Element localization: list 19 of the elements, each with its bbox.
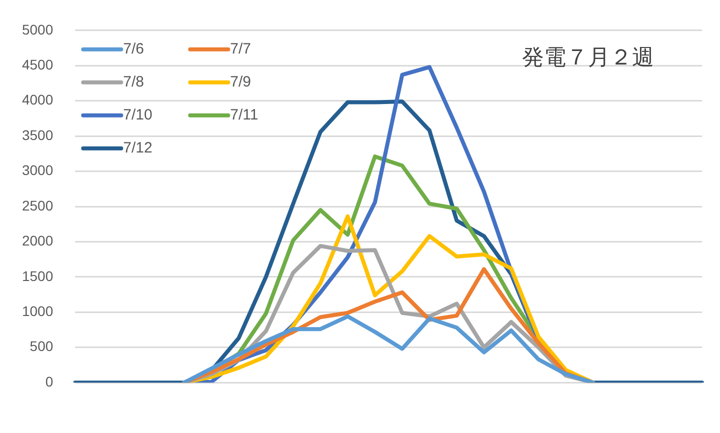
y-tick-label: 5000	[22, 21, 54, 38]
legend-label: 7/7	[230, 40, 252, 58]
y-tick-label: 500	[30, 338, 54, 354]
legend-label: 7/6	[123, 40, 144, 58]
y-tick-label: 3500	[22, 126, 54, 143]
legend-label: 7/10	[123, 106, 152, 124]
y-tick-label: 2000	[22, 232, 54, 249]
y-tick-label: 4000	[22, 92, 54, 108]
y-tick-label: 4500	[22, 56, 54, 72]
y-tick-label: 3000	[22, 162, 54, 178]
legend-label: 7/9	[230, 74, 252, 91]
text: 発電７月２週	[522, 44, 654, 70]
y-tick-label: 2500	[22, 197, 54, 214]
y-tick-label: 1500	[22, 268, 54, 284]
y-tick-label: 0	[45, 373, 54, 390]
y-tick-label: 1000	[22, 303, 54, 320]
legend-label: 7/11	[230, 106, 258, 124]
legend-label: 7/12	[123, 140, 152, 157]
legend-label: 7/8	[123, 74, 144, 91]
